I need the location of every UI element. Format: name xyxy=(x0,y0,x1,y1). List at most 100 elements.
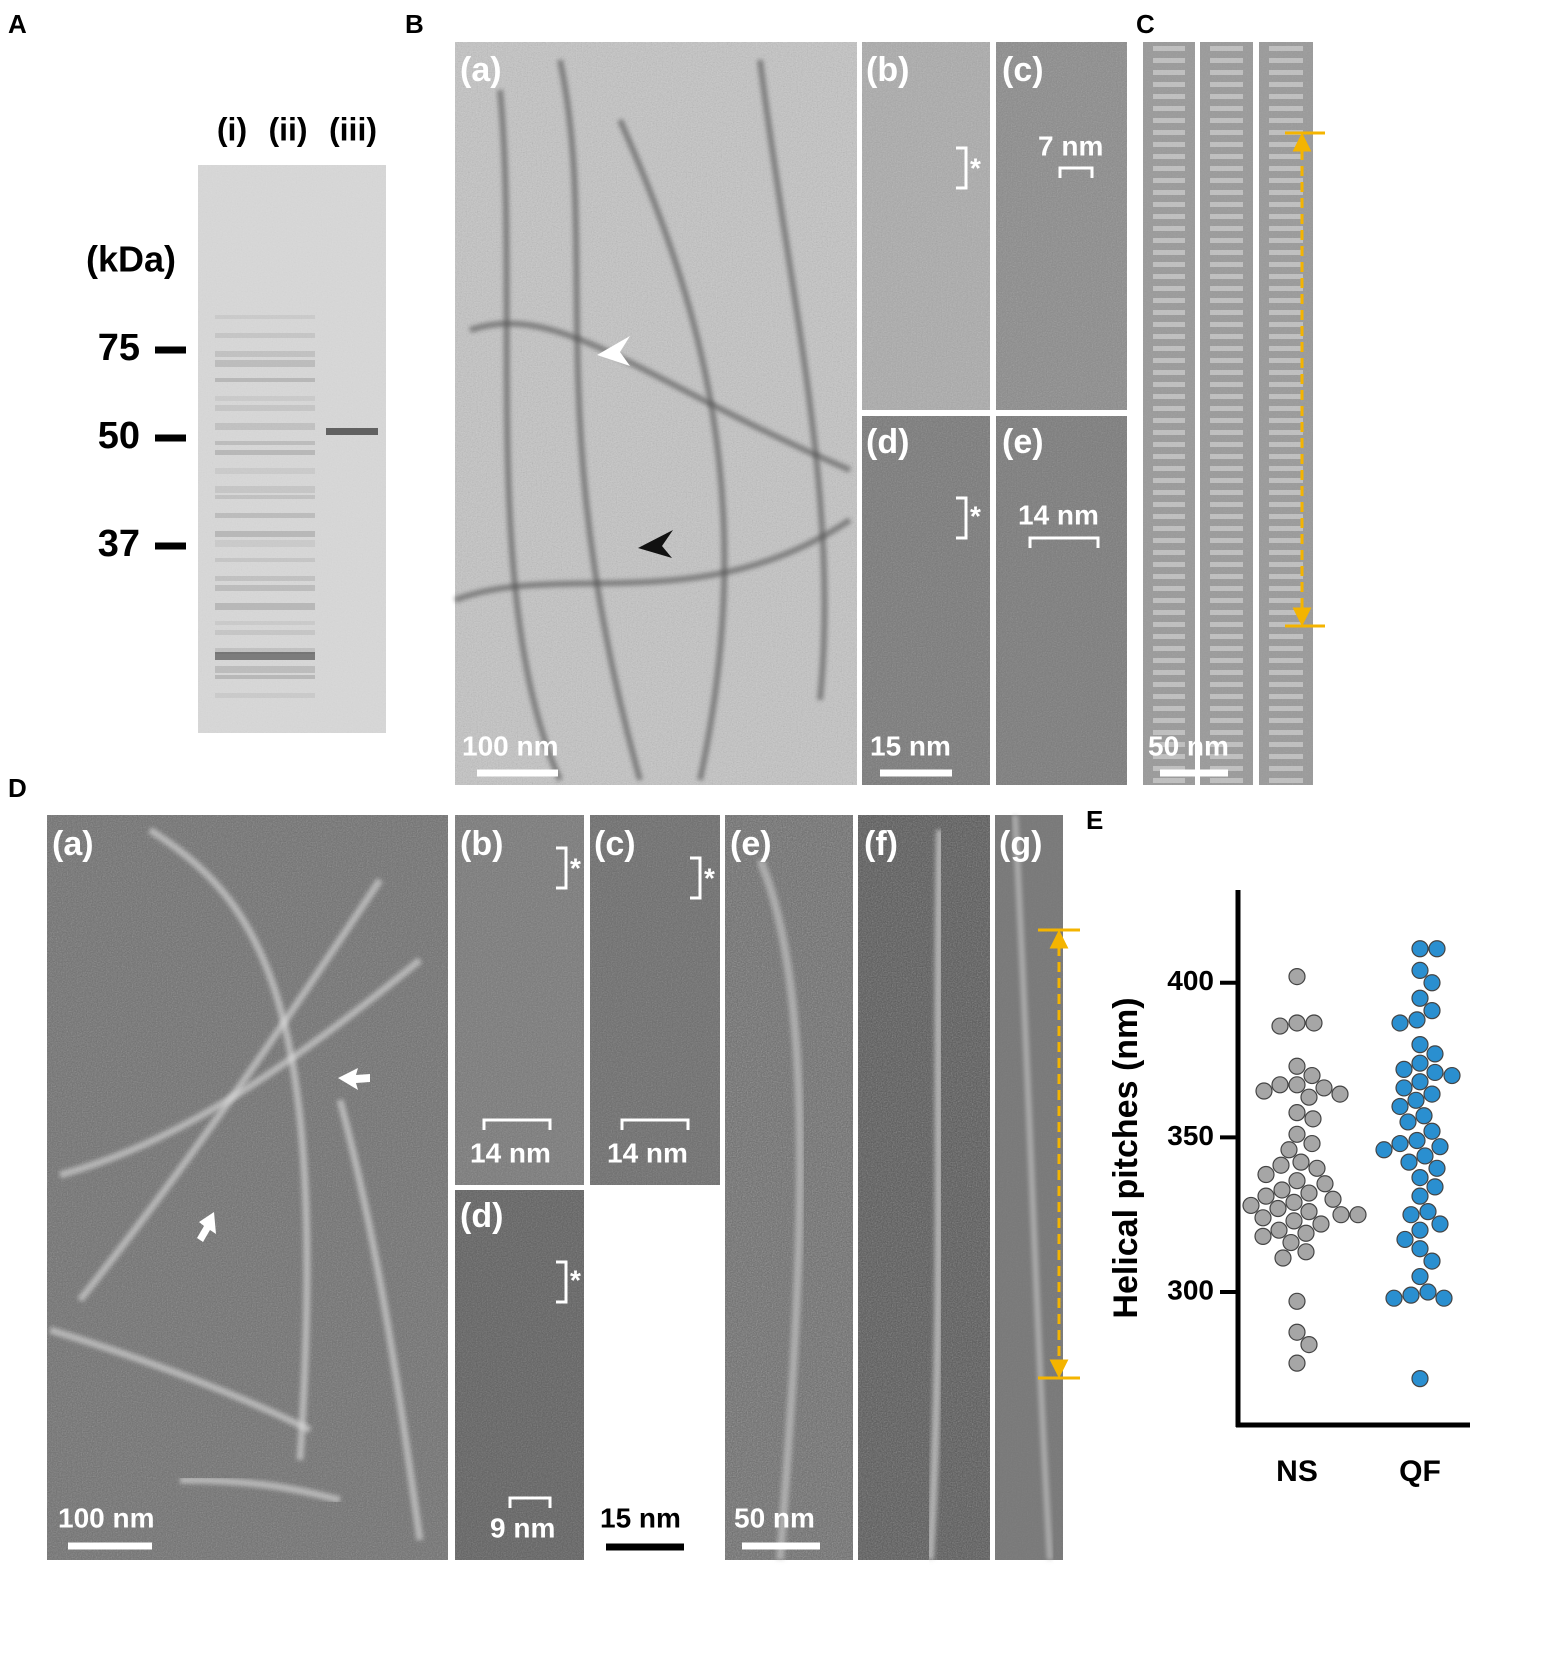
stripe xyxy=(1269,262,1303,267)
scale-label: 50 nm xyxy=(1148,730,1229,761)
stripe xyxy=(1153,394,1185,399)
stripe xyxy=(1210,166,1243,171)
data-point xyxy=(1408,1131,1426,1150)
filament xyxy=(557,59,643,781)
data-point xyxy=(1411,1036,1429,1054)
stripe xyxy=(1269,610,1303,615)
gel-band xyxy=(215,513,265,518)
gel-band xyxy=(265,540,315,547)
bracket xyxy=(482,1118,552,1130)
gel-band xyxy=(215,693,265,698)
stripe xyxy=(1210,418,1243,423)
data-point xyxy=(1280,1141,1298,1159)
data-point xyxy=(1428,940,1446,958)
stripe xyxy=(1153,442,1185,447)
stripe xyxy=(1210,442,1243,447)
image-grain xyxy=(455,42,857,785)
bracket xyxy=(508,1496,552,1508)
pitch-arrow xyxy=(1285,131,1325,628)
data-point xyxy=(1308,1159,1326,1177)
image-grain xyxy=(996,42,1127,410)
stripe xyxy=(1153,718,1185,723)
stripe xyxy=(1153,178,1185,183)
image-grain xyxy=(590,815,720,1185)
gel-band xyxy=(265,603,315,610)
stripe xyxy=(1153,286,1185,291)
stripe xyxy=(1153,754,1185,759)
data-point xyxy=(1270,1221,1288,1239)
stripe xyxy=(1153,358,1185,363)
stripe xyxy=(1269,82,1303,87)
stripe xyxy=(1269,538,1303,543)
stripe xyxy=(1210,118,1243,123)
data-point xyxy=(1332,1206,1350,1224)
gel-band xyxy=(215,405,265,411)
micrograph xyxy=(862,416,990,785)
mark-label: * xyxy=(570,1264,581,1295)
data-point xyxy=(1385,1289,1403,1307)
bracket xyxy=(556,1260,568,1304)
stripe xyxy=(1210,262,1243,267)
data-point xyxy=(1288,1354,1306,1372)
stripe xyxy=(1153,526,1185,531)
data-point xyxy=(1395,1060,1413,1078)
data-point xyxy=(1288,1057,1306,1075)
gel-band xyxy=(215,675,265,679)
measure-label: 9 nm xyxy=(490,1512,555,1543)
stripe xyxy=(1153,370,1185,375)
filament xyxy=(756,858,804,1561)
stripe xyxy=(1153,238,1185,243)
gel-band xyxy=(265,585,315,591)
data-point xyxy=(1254,1209,1272,1227)
panel-letter: C xyxy=(1136,9,1155,39)
data-point xyxy=(1391,1134,1409,1153)
micrograph xyxy=(1143,42,1195,785)
stripe xyxy=(1210,754,1243,759)
subpanel-label: (e) xyxy=(1002,423,1044,461)
image-grain xyxy=(995,815,1063,1560)
stripe xyxy=(1210,370,1243,375)
stripe xyxy=(1153,130,1185,135)
data-point xyxy=(1288,1014,1306,1032)
data-point xyxy=(1423,1122,1441,1140)
gel-band xyxy=(265,630,315,635)
stripe xyxy=(1153,586,1185,591)
stripe xyxy=(1210,130,1243,135)
stripe xyxy=(1153,694,1185,699)
subpanel-label: (d) xyxy=(460,1197,503,1235)
lane-label: (ii) xyxy=(268,111,307,147)
stripe xyxy=(1269,70,1303,75)
stripe xyxy=(1153,214,1185,219)
gel-band xyxy=(215,468,265,474)
data-point xyxy=(1271,1076,1289,1094)
data-point xyxy=(1391,1014,1409,1032)
data-point xyxy=(1272,1156,1290,1174)
gel-band xyxy=(265,652,315,660)
stripe xyxy=(1153,82,1185,87)
stripe xyxy=(1269,46,1303,51)
micrograph xyxy=(1259,42,1313,785)
data-point xyxy=(1400,1153,1418,1171)
data-point xyxy=(1331,1085,1349,1103)
data-point xyxy=(1411,989,1429,1007)
micrograph xyxy=(198,165,386,733)
stripe xyxy=(1153,274,1185,279)
stripe xyxy=(1210,82,1243,87)
gel-band xyxy=(215,621,265,625)
measure-label: 14 nm xyxy=(607,1137,688,1168)
stripe xyxy=(1210,178,1243,183)
stripe xyxy=(1210,682,1243,687)
stripe xyxy=(1269,742,1303,747)
data-point xyxy=(1285,1193,1303,1211)
stripe xyxy=(1269,310,1303,315)
data-point xyxy=(1297,1224,1315,1242)
micrograph xyxy=(453,42,857,785)
data-point xyxy=(1316,1175,1334,1193)
data-point xyxy=(1426,1178,1444,1196)
gel-band xyxy=(215,585,265,591)
panel-letter: D xyxy=(8,773,27,803)
stripe xyxy=(1210,706,1243,711)
stripe xyxy=(1210,94,1243,99)
gel-band xyxy=(215,648,265,654)
data-point xyxy=(1303,1066,1321,1085)
